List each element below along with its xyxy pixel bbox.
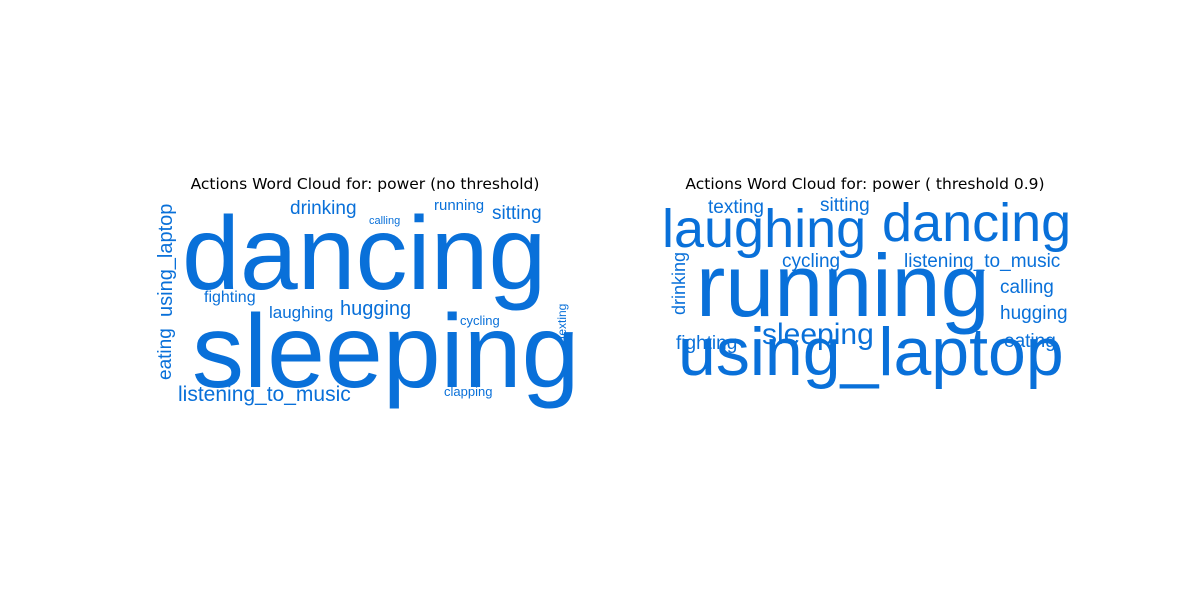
word-running: running [434, 197, 485, 214]
word-cycling: cycling [782, 251, 841, 272]
chart-title: Actions Word Cloud for: power (no thresh… [190, 175, 540, 193]
word-using-laptop: using_laptop [155, 204, 177, 318]
word-hugging: hugging [1000, 303, 1068, 324]
word-sitting: sitting [492, 203, 542, 224]
wordcloud-panel-no-threshold: Actions Word Cloud for: power (no thresh… [150, 170, 580, 420]
word-laughing: laughing [662, 199, 867, 259]
word-texting: texting [555, 304, 569, 340]
word-sleeping: sleeping [762, 318, 874, 351]
word-cloud: running using_laptop laughing dancing sleepi… [650, 196, 1080, 416]
word-using-laptop: using_laptop [678, 314, 1064, 390]
word-clapping: clapping [444, 384, 493, 399]
word-laughing: laughing [269, 303, 334, 322]
word-fighting: fighting [676, 333, 738, 354]
word-cycling: cycling [460, 313, 500, 328]
word-hugging: hugging [340, 298, 412, 320]
chart-title: Actions Word Cloud for: power ( threshol… [685, 175, 1045, 193]
word-sitting: sitting [820, 195, 870, 216]
word-texting: texting [708, 197, 764, 218]
wordcloud-panel-threshold: Actions Word Cloud for: power ( threshol… [650, 170, 1080, 420]
word-running: running [696, 236, 990, 335]
word-calling: calling [369, 215, 401, 227]
word-fighting: fighting [204, 289, 256, 306]
word-drinking: drinking [290, 198, 357, 219]
word-calling: calling [1000, 277, 1054, 298]
word-listening-to-music: listening_to_music [178, 383, 351, 406]
word-cloud: dancing sleeping listening_to_music using_l… [150, 196, 580, 416]
word-dancing: dancing [882, 193, 1072, 253]
word-sleeping: sleeping [192, 294, 580, 410]
word-eating: eating [1004, 331, 1056, 352]
word-eating: eating [155, 328, 176, 380]
word-dancing: dancing [182, 196, 547, 312]
word-drinking: drinking [669, 252, 689, 316]
word-listening-to-music: listening_to_music [904, 251, 1061, 272]
